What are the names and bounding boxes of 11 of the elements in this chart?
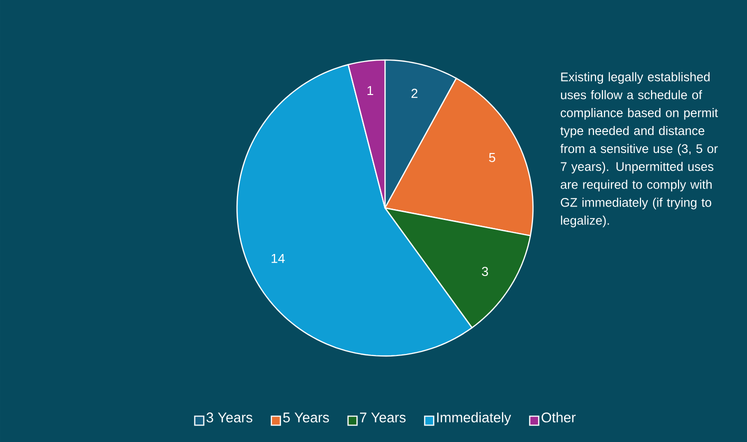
- legend-label: Other: [542, 412, 576, 422]
- legend-label: 5 Years: [283, 412, 329, 422]
- legend-label: 3 Years: [206, 412, 252, 422]
- data-label: 3: [482, 266, 488, 276]
- text: Existing legally established uses follow a schedule of compliance based on permit type needed and distance from a sensitive use (3, 5 or 7 years). Unpermitted uses are required to comply with GZ immediately (if trying to legalize).: [560, 72, 718, 228]
- data-label: 2: [412, 88, 418, 98]
- data-label: 1: [368, 86, 374, 95]
- legend-label: Immediately: [437, 412, 512, 426]
- data-label: 14: [272, 254, 285, 263]
- data-label: 5: [489, 153, 496, 162]
- legend-label: 7 Years: [360, 412, 406, 422]
